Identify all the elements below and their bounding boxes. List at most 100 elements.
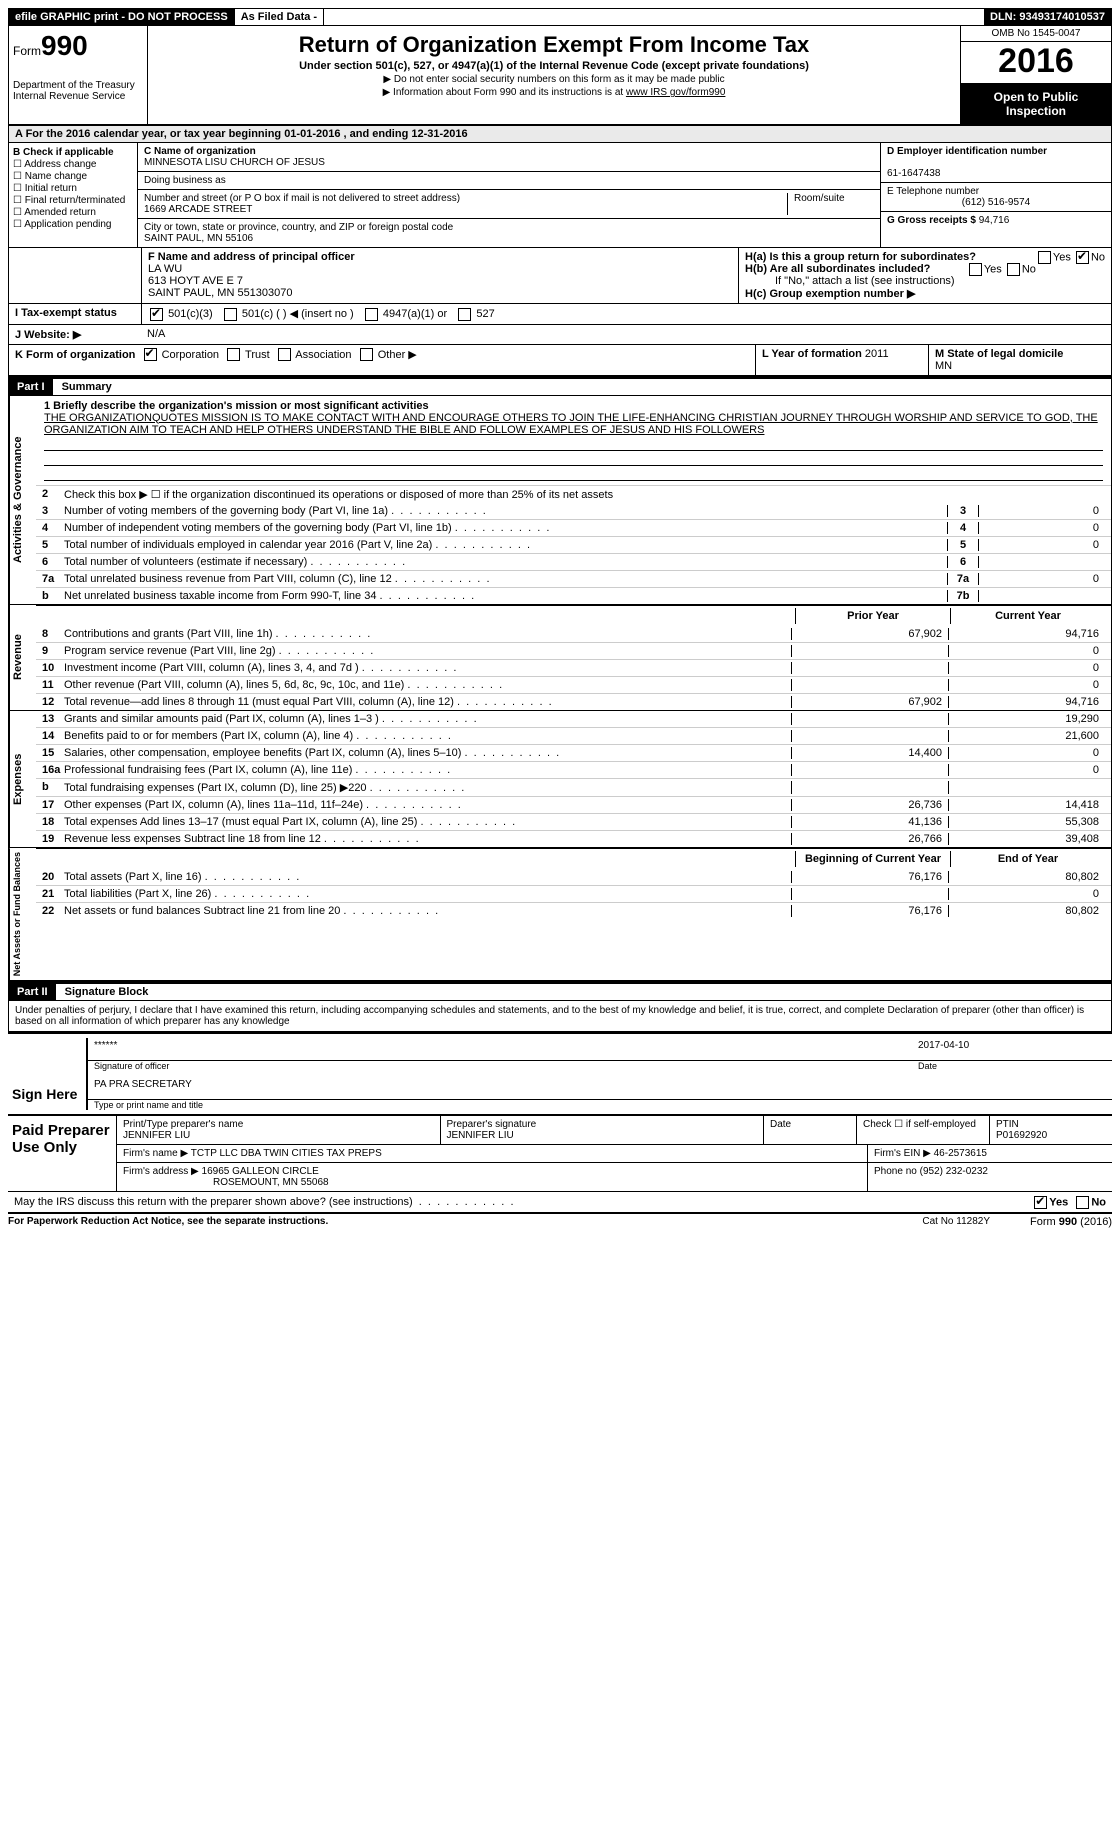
- b-title: B Check if applicable: [13, 147, 114, 158]
- prep-row3: Firm's address ▶ 16965 GALLEON CIRCLE RO…: [117, 1163, 1112, 1191]
- hdr-begin: Beginning of Current Year: [795, 851, 950, 867]
- city-value: SAINT PAUL, MN 55106: [144, 233, 253, 244]
- website-value: N/A: [141, 325, 1111, 344]
- ha-no[interactable]: [1076, 251, 1089, 264]
- gross-value: 94,716: [979, 215, 1010, 226]
- k-assoc[interactable]: [278, 348, 291, 361]
- open-inspection: Open to Public Inspection: [961, 84, 1111, 124]
- chk-amended[interactable]: ☐ Amended return: [13, 207, 133, 218]
- discuss-yes-lbl: Yes: [1049, 1196, 1068, 1208]
- form-word: Form: [13, 44, 41, 58]
- firm-addr2: ROSEMOUNT, MN 55068: [123, 1177, 329, 1188]
- sig-date: 2017-04-10: [912, 1038, 1112, 1061]
- line-8: 8Contributions and grants (Part VIII, li…: [36, 626, 1111, 642]
- name-title-lbl: Type or print name and title: [88, 1100, 1112, 1110]
- line2-text: Check this box ▶ ☐ if the organization d…: [64, 488, 1105, 501]
- firm-ein-cell: Firm's EIN ▶ 46-2573615: [868, 1145, 1112, 1162]
- chk-final-lbl: Final return/terminated: [25, 195, 126, 206]
- part-i-badge: Part I: [9, 379, 53, 395]
- page-footer: For Paperwork Reduction Act Notice, see …: [8, 1212, 1112, 1228]
- prep-date-lbl: Date: [764, 1116, 857, 1144]
- efile-label: efile GRAPHIC print - DO NOT PROCESS: [9, 9, 235, 25]
- part-ii-header: Part II Signature Block: [8, 982, 1112, 1001]
- irs-link[interactable]: www IRS gov/form990: [626, 87, 725, 98]
- i-501c3[interactable]: [150, 308, 163, 321]
- k-other[interactable]: [360, 348, 373, 361]
- perjury-decl: Under penalties of perjury, I declare th…: [8, 1001, 1112, 1032]
- no-lbl: No: [1091, 251, 1105, 263]
- prep-grid: Print/Type preparer's name JENNIFER LIU …: [116, 1116, 1112, 1191]
- line-12: 12Total revenue—add lines 8 through 11 (…: [36, 693, 1111, 710]
- officer-name-title: PA PRA SECRETARY: [88, 1077, 1112, 1100]
- ptin-lbl: PTIN: [996, 1119, 1019, 1130]
- k-trust[interactable]: [227, 348, 240, 361]
- na-body: Beginning of Current Year End of Year 20…: [36, 848, 1111, 980]
- sig-of-label: Signature of officer: [88, 1061, 912, 1071]
- k-opt0: Corporation: [162, 349, 219, 361]
- sig-cells: ****** Signature of officer 2017-04-10 D…: [86, 1038, 1112, 1110]
- note-ssn: ▶ Do not enter social security numbers o…: [154, 74, 954, 85]
- m-label: M State of legal domicile: [935, 348, 1063, 360]
- k-opt1: Trust: [245, 349, 270, 361]
- chk-final[interactable]: ☐ Final return/terminated: [13, 195, 133, 206]
- dept-line2: Internal Revenue Service: [13, 91, 143, 102]
- i-4947[interactable]: [365, 308, 378, 321]
- sign-here-block: Sign Here ****** Signature of officer 20…: [8, 1032, 1112, 1114]
- vlabel-na: Net Assets or Fund Balances: [9, 848, 36, 980]
- hdr-prior: Prior Year: [795, 608, 950, 624]
- chk-initial[interactable]: ☐ Initial return: [13, 183, 133, 194]
- f-label: F Name and address of principal officer: [148, 251, 355, 263]
- exp-body: 13Grants and similar amounts paid (Part …: [36, 711, 1111, 847]
- self-emp: Check ☐ if self-employed: [857, 1116, 990, 1144]
- hb-no[interactable]: [1007, 263, 1020, 276]
- rev-section: Revenue Prior Year Current Year 8Contrib…: [8, 605, 1112, 711]
- yes-lbl2: Yes: [984, 263, 1002, 275]
- hb-yes[interactable]: [969, 263, 982, 276]
- discuss-row: May the IRS discuss this return with the…: [8, 1191, 1112, 1212]
- firm-addr1: 16965 GALLEON CIRCLE: [202, 1166, 319, 1177]
- treasury-dept: Department of the Treasury Internal Reve…: [13, 80, 143, 102]
- chk-name[interactable]: ☐ Name change: [13, 171, 133, 182]
- firm-phone: (952) 232-0232: [920, 1166, 988, 1177]
- col-right-deg: D Employer identification number 61-1647…: [880, 143, 1111, 247]
- hc-label: H(c) Group exemption number ▶: [745, 288, 915, 300]
- e-phone: E Telephone number (612) 516-9574: [881, 183, 1111, 212]
- i-527[interactable]: [458, 308, 471, 321]
- i-opt3: 527: [476, 308, 494, 320]
- ein-value: 61-1647438: [887, 168, 940, 179]
- rev-body: Prior Year Current Year 8Contributions a…: [36, 605, 1111, 710]
- discuss-no[interactable]: [1076, 1196, 1089, 1209]
- vlabel-gov: Activities & Governance: [9, 396, 36, 604]
- omb-no: OMB No 1545-0047: [961, 26, 1111, 42]
- k-label: K Form of organization: [15, 349, 135, 361]
- i-501c[interactable]: [224, 308, 237, 321]
- yes-lbl: Yes: [1053, 251, 1071, 263]
- f-officer: F Name and address of principal officer …: [142, 248, 739, 303]
- discuss-yes[interactable]: [1034, 1196, 1047, 1209]
- form-number: Form990: [13, 30, 143, 62]
- i-opt2: 4947(a)(1) or: [383, 308, 447, 320]
- form-title: Return of Organization Exempt From Incom…: [154, 32, 954, 58]
- c-label: C Name of organization: [144, 146, 256, 157]
- line-15: 15Salaries, other compensation, employee…: [36, 744, 1111, 761]
- row-a-period: A For the 2016 calendar year, or tax yea…: [8, 126, 1112, 143]
- klm-row: K Form of organization Corporation Trust…: [8, 345, 1112, 377]
- ha-yes[interactable]: [1038, 251, 1051, 264]
- prep-sig: JENNIFER LIU: [447, 1130, 514, 1141]
- part-ii-badge: Part II: [9, 984, 56, 1000]
- chk-address[interactable]: ☐ Address change: [13, 159, 133, 170]
- col-c: C Name of organization MINNESOTA LISU CH…: [138, 143, 880, 247]
- gov-body: 1 Briefly describe the organization's mi…: [36, 396, 1111, 604]
- k-opt3: Other ▶: [378, 349, 417, 361]
- phone-value: (612) 516-9574: [887, 197, 1105, 208]
- street-value: 1669 ARCADE STREET: [144, 204, 252, 215]
- chk-initial-lbl: Initial return: [25, 183, 77, 194]
- k-corp[interactable]: [144, 348, 157, 361]
- phone-lbl: Phone no: [874, 1166, 917, 1177]
- firm-ein-lbl: Firm's EIN ▶: [874, 1148, 931, 1159]
- firm-phone-cell: Phone no (952) 232-0232: [868, 1163, 1112, 1191]
- prep-name-lbl: Print/Type preparer's name: [123, 1119, 243, 1130]
- j-label: J Website: ▶: [15, 329, 81, 341]
- mission-block: 1 Briefly describe the organization's mi…: [36, 396, 1111, 485]
- chk-pending[interactable]: ☐ Application pending: [13, 219, 133, 230]
